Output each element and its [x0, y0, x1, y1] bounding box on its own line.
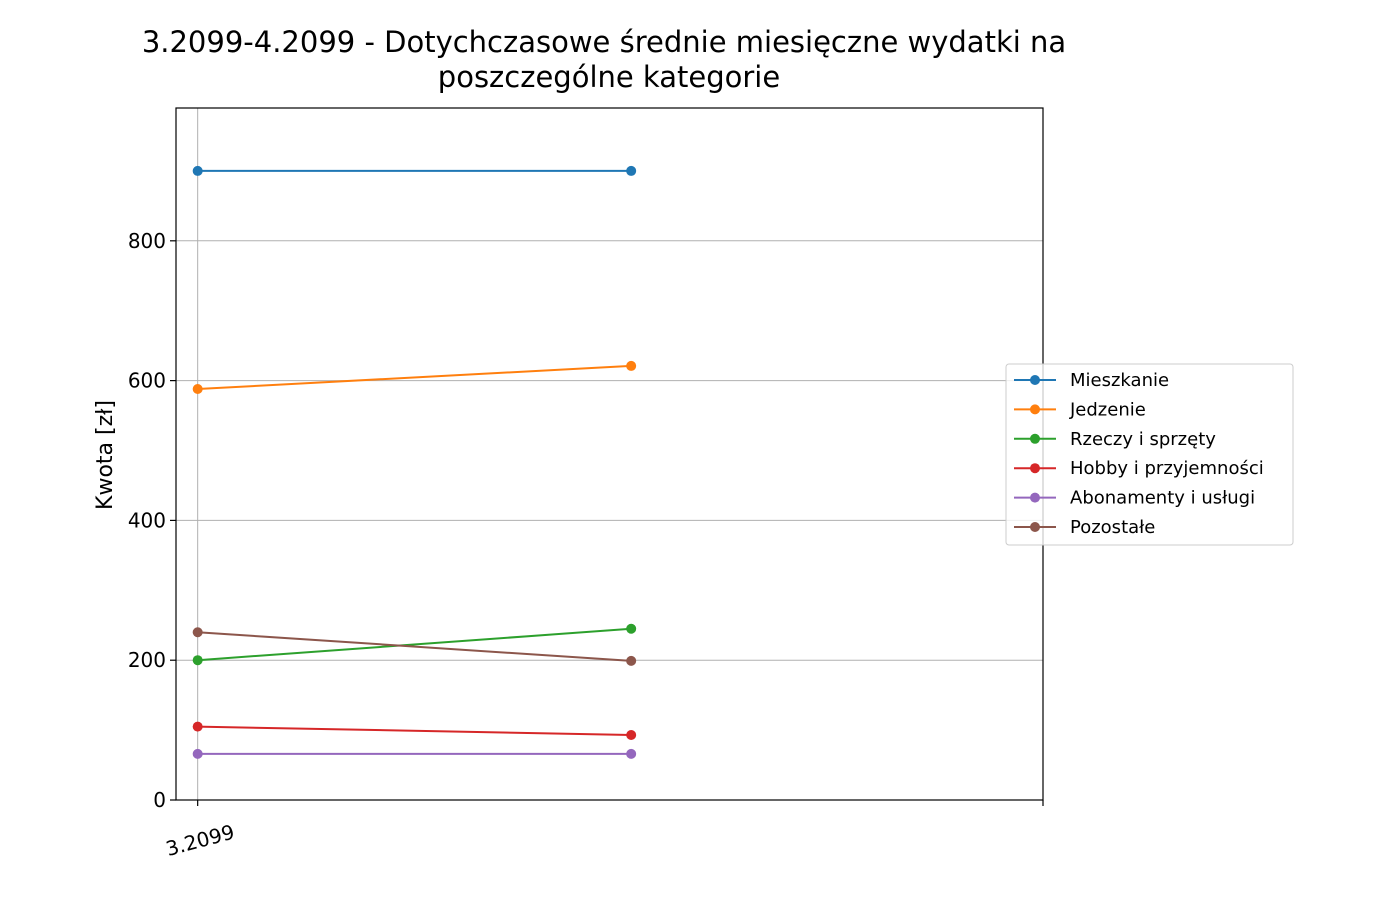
legend-item: Mieszkanie — [1014, 370, 1169, 391]
legend-label: Jedzenie — [1069, 399, 1146, 420]
legend-label: Pozostałe — [1070, 517, 1155, 538]
y-tick-label: 0 — [153, 788, 166, 812]
legend-swatch-marker — [1030, 404, 1040, 415]
legend-swatch-marker — [1030, 375, 1040, 385]
legend-item: Rzeczy i sprzęty — [1014, 429, 1216, 450]
data-point — [626, 748, 637, 759]
series-0 — [192, 165, 637, 176]
series-line — [197, 627, 632, 662]
y-axis-label: Kwota [zł] — [93, 400, 118, 510]
data-point — [626, 165, 637, 176]
legend-item: Jedzenie — [1014, 399, 1146, 420]
data-point — [192, 627, 203, 638]
chart-title-line-2: poszczególne kategorie — [438, 60, 780, 94]
legend-swatch-marker — [1030, 463, 1040, 474]
legend-label: Abonamenty i usługi — [1070, 488, 1255, 509]
plot-frame — [175, 107, 1044, 801]
series-5 — [192, 627, 637, 666]
chart-title-line-1: 3.2099-4.2099 - Dotychczasowe średnie mi… — [142, 25, 1066, 59]
grid-lines — [176, 108, 1044, 801]
series-3 — [192, 721, 637, 740]
legend-label: Rzeczy i sprzęty — [1070, 429, 1216, 450]
legend-swatch-marker — [1030, 492, 1040, 503]
data-point — [192, 721, 203, 732]
y-tick-label: 600 — [128, 369, 166, 393]
legend-label: Mieszkanie — [1070, 370, 1169, 391]
legend-frame — [1005, 363, 1294, 546]
legend-swatch-marker — [1030, 433, 1040, 444]
series-line — [197, 631, 632, 662]
data-point — [626, 729, 637, 740]
data-point — [192, 165, 203, 176]
data-point — [192, 383, 203, 394]
series-line — [197, 364, 632, 390]
y-tick-label: 400 — [128, 508, 166, 532]
data-point — [626, 655, 637, 666]
legend-swatch-marker — [1030, 522, 1040, 532]
series-4 — [192, 748, 637, 759]
series-2 — [192, 623, 637, 666]
data-point — [192, 748, 203, 759]
legend-item: Abonamenty i usługi — [1014, 488, 1255, 509]
legend-label: Hobby i przyjemności — [1070, 458, 1264, 479]
series-1 — [192, 360, 637, 394]
y-tick-label: 800 — [128, 229, 166, 253]
y-axis: 0 200 400 600 800 — [128, 229, 176, 812]
plot-area — [175, 107, 1044, 801]
x-axis: 3.2099 — [163, 800, 1044, 861]
legend: Mieszkanie Jedzenie Rzeczy i sprzęty Hobby … — [1005, 363, 1294, 546]
data-point — [626, 623, 637, 634]
series-lines — [192, 165, 637, 759]
legend-item: Hobby i przyjemności — [1014, 458, 1264, 479]
series-line — [197, 725, 632, 736]
y-tick-label: 200 — [128, 648, 166, 672]
data-point — [192, 655, 203, 666]
x-tick-label: 3.2099 — [163, 820, 237, 861]
data-point — [626, 360, 637, 371]
legend-item: Pozostałe — [1014, 517, 1155, 538]
